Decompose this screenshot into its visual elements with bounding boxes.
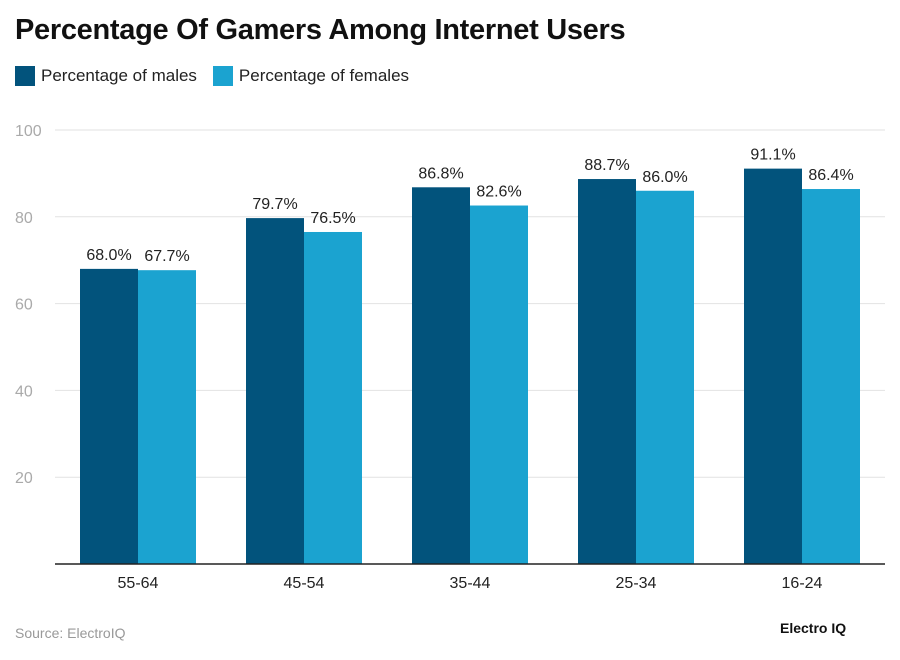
- bar: [412, 187, 470, 564]
- x-tick-label: 45-54: [284, 575, 325, 592]
- data-label: 68.0%: [86, 247, 131, 264]
- bar: [304, 231, 362, 565]
- chart-title: Percentage Of Gamers Among Internet User…: [15, 14, 626, 46]
- bar: [578, 179, 636, 565]
- legend: Percentage of males Percentage of female…: [15, 66, 409, 86]
- data-label: 67.7%: [144, 248, 189, 265]
- x-tick-label: 16-24: [782, 575, 823, 592]
- legend-label-males: Percentage of males: [41, 66, 197, 85]
- legend-item-males: Percentage of males: [15, 66, 197, 86]
- bar: [636, 190, 694, 564]
- brand-logo: Electro IQ: [780, 620, 847, 636]
- source-note: Source: ElectroIQ: [15, 625, 126, 641]
- data-label: 86.0%: [642, 169, 687, 186]
- data-label: 91.1%: [750, 147, 795, 164]
- legend-swatch-males: [15, 66, 35, 86]
- bar: [246, 218, 304, 565]
- y-tick-label: 100: [15, 123, 42, 140]
- legend-label-females: Percentage of females: [238, 66, 410, 85]
- data-label: 88.7%: [584, 157, 629, 174]
- y-tick-label: 40: [15, 383, 33, 400]
- y-tick-label: 60: [15, 297, 33, 314]
- y-tick-label: 80: [15, 210, 33, 227]
- data-label: 82.6%: [476, 184, 521, 201]
- y-tick-label: 20: [15, 470, 33, 487]
- bar: [802, 189, 860, 565]
- legend-swatch-females: [212, 66, 233, 86]
- bar: [470, 205, 528, 565]
- data-label: 86.4%: [808, 167, 853, 184]
- data-label: 86.8%: [418, 165, 463, 182]
- bar: [80, 268, 138, 564]
- x-tick-label: 55-64: [118, 575, 159, 592]
- x-tick-label: 35-44: [450, 575, 491, 592]
- data-label: 79.7%: [252, 196, 297, 213]
- legend-item-females: Percentage of females: [212, 66, 410, 86]
- bar: [138, 270, 196, 564]
- data-label: 76.5%: [310, 210, 355, 227]
- x-tick-label: 25-34: [616, 575, 657, 592]
- bar: [744, 168, 802, 564]
